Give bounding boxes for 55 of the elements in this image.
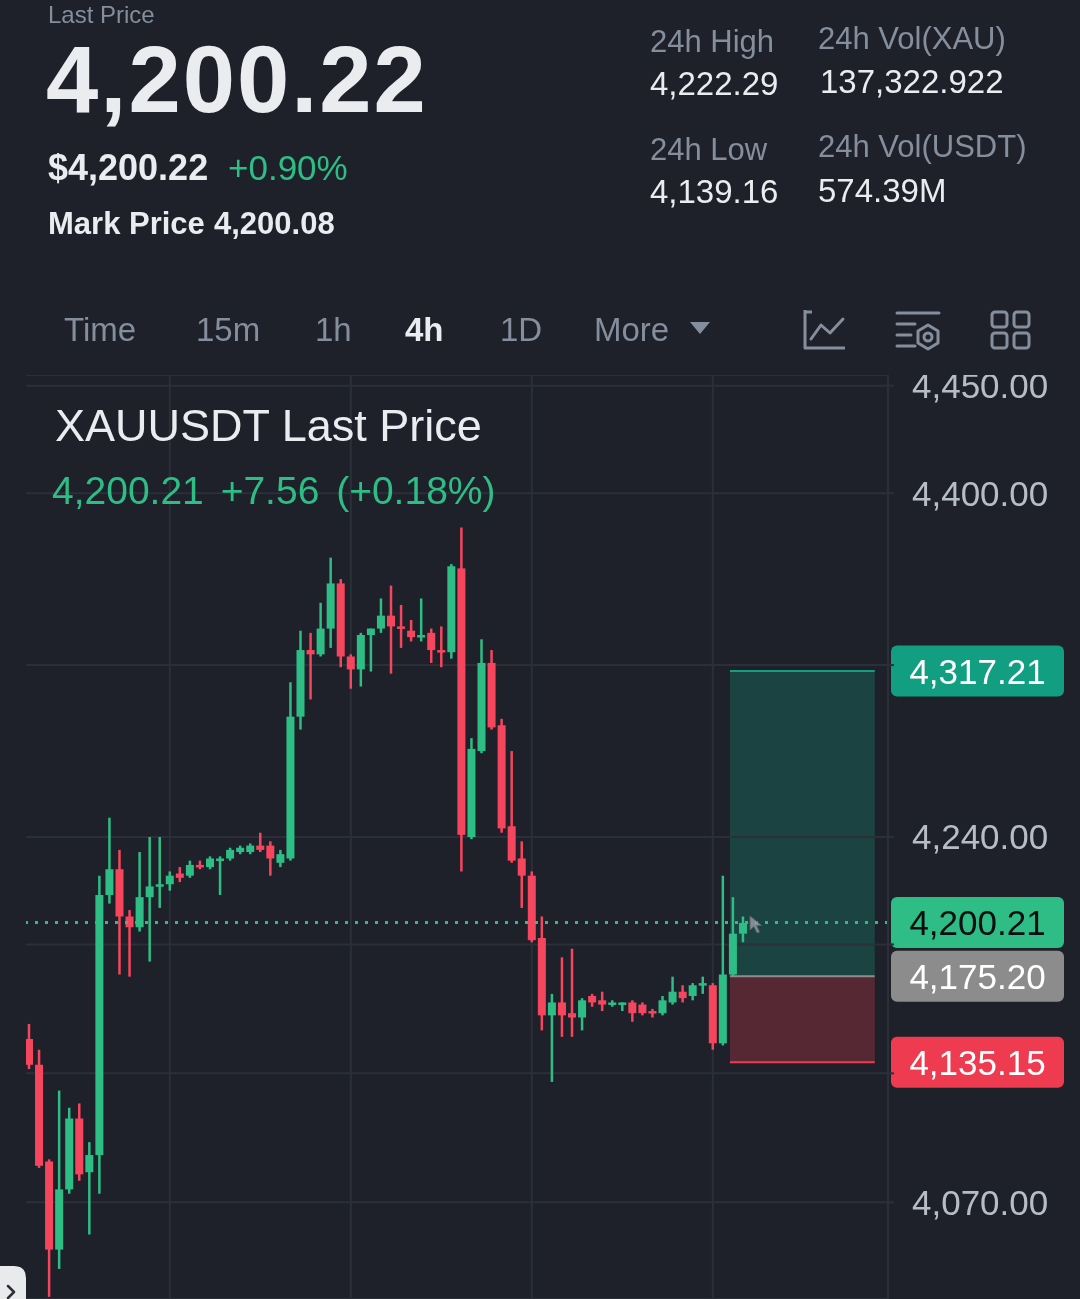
candlestick bbox=[557, 956, 566, 1039]
candlestick bbox=[427, 627, 436, 665]
ref-line-label: 4,175.20 bbox=[909, 956, 1046, 996]
text: 4,222.29 bbox=[650, 65, 779, 102]
text: 24h Low bbox=[650, 132, 768, 167]
text: 4h bbox=[405, 311, 444, 348]
text: More bbox=[594, 311, 670, 348]
text: 24h Vol(XAU) bbox=[818, 21, 1006, 56]
candlestick bbox=[397, 603, 406, 650]
candlestick bbox=[165, 870, 174, 892]
ref-line-label: 4,317.21 bbox=[909, 651, 1046, 691]
text: 137,322.922 bbox=[820, 63, 1004, 100]
text: 4,200.22 bbox=[46, 27, 428, 132]
text: +0.90% bbox=[228, 148, 348, 187]
candlestick bbox=[437, 625, 446, 669]
text: 1D bbox=[500, 311, 543, 348]
candlestick bbox=[517, 840, 526, 910]
text: Mark Price bbox=[48, 206, 205, 241]
candlestick bbox=[376, 597, 385, 635]
text: 4,200.21 +7.56 (+0.18%) bbox=[52, 469, 496, 512]
text: 1h bbox=[315, 311, 352, 348]
candlestick bbox=[547, 992, 556, 1084]
text: 574.39M bbox=[818, 172, 947, 209]
candlestick bbox=[306, 631, 315, 701]
candlestick bbox=[628, 999, 637, 1024]
candlestick bbox=[668, 975, 677, 1006]
candlestick bbox=[598, 990, 607, 1013]
candlestick bbox=[658, 994, 667, 1017]
candlestick bbox=[216, 855, 225, 897]
candlestick bbox=[387, 584, 396, 675]
ref-line-label: 4,200.21 bbox=[909, 903, 1046, 942]
candlestick bbox=[568, 947, 577, 1039]
candlestick bbox=[85, 1140, 94, 1236]
text: 4,139.16 bbox=[650, 173, 779, 210]
text: Last Price bbox=[48, 1, 155, 28]
text: 4,200.08 bbox=[214, 206, 335, 241]
text: Time bbox=[64, 311, 137, 348]
candlestick bbox=[256, 831, 265, 854]
y-tick-label: 4,070.00 bbox=[912, 1182, 1049, 1222]
candlestick bbox=[407, 618, 416, 643]
candlestick bbox=[578, 996, 587, 1032]
candlestick bbox=[698, 975, 707, 996]
candlestick bbox=[266, 840, 275, 877]
text: 15m bbox=[196, 311, 261, 348]
text: 24h Vol(USDT) bbox=[818, 129, 1027, 164]
text: $4,200.22 bbox=[48, 147, 209, 188]
text: XAUUSDT Last Price bbox=[55, 400, 482, 451]
y-tick-label: 4,240.00 bbox=[912, 817, 1049, 857]
candlestick bbox=[155, 835, 164, 910]
candlestick bbox=[366, 627, 375, 673]
y-tick-label: 4,400.00 bbox=[912, 473, 1049, 513]
candlestick bbox=[346, 653, 355, 690]
ref-line-label: 4,135.15 bbox=[909, 1042, 1046, 1082]
text: 24h High bbox=[650, 24, 775, 59]
candlestick bbox=[417, 597, 426, 643]
